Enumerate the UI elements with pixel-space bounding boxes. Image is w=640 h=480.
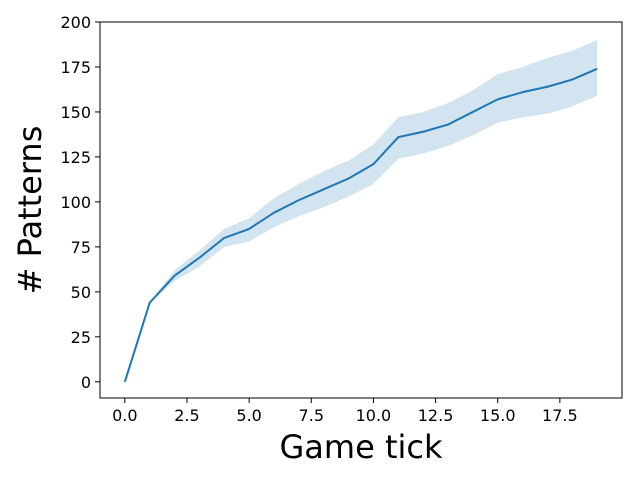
plot-area	[99, 21, 623, 399]
y-axis: 0 25 50 75 100 125 150 175 200	[60, 13, 100, 392]
y-tick-label: 150	[60, 103, 91, 122]
y-axis-label: # Patterns	[11, 126, 49, 295]
x-axis: 0.0 2.5 5.0 7.5 10.0 12.5 15.0 17.5	[112, 398, 578, 425]
x-tick-label: 0.0	[112, 406, 137, 425]
y-tick-label: 50	[71, 283, 91, 302]
y-tick-label: 200	[60, 13, 91, 32]
y-tick-label: 25	[71, 328, 91, 347]
y-tick-label: 175	[60, 58, 91, 77]
x-tick-label: 5.0	[236, 406, 261, 425]
y-tick-label: 75	[71, 238, 91, 257]
y-tick-label: 100	[60, 193, 91, 212]
y-tick-label: 125	[60, 148, 91, 167]
x-tick-label: 12.5	[418, 406, 454, 425]
x-axis-label: Game tick	[280, 428, 443, 466]
x-tick-label: 2.5	[174, 406, 199, 425]
confidence-band	[124, 39, 598, 382]
y-tick-label: 0	[81, 373, 91, 392]
x-tick-label: 7.5	[299, 406, 324, 425]
x-tick-label: 10.0	[356, 406, 392, 425]
plot-frame	[99, 21, 623, 399]
series-line	[123, 67, 598, 383]
x-tick-label: 15.0	[480, 406, 516, 425]
x-tick-label: 17.5	[542, 406, 578, 425]
